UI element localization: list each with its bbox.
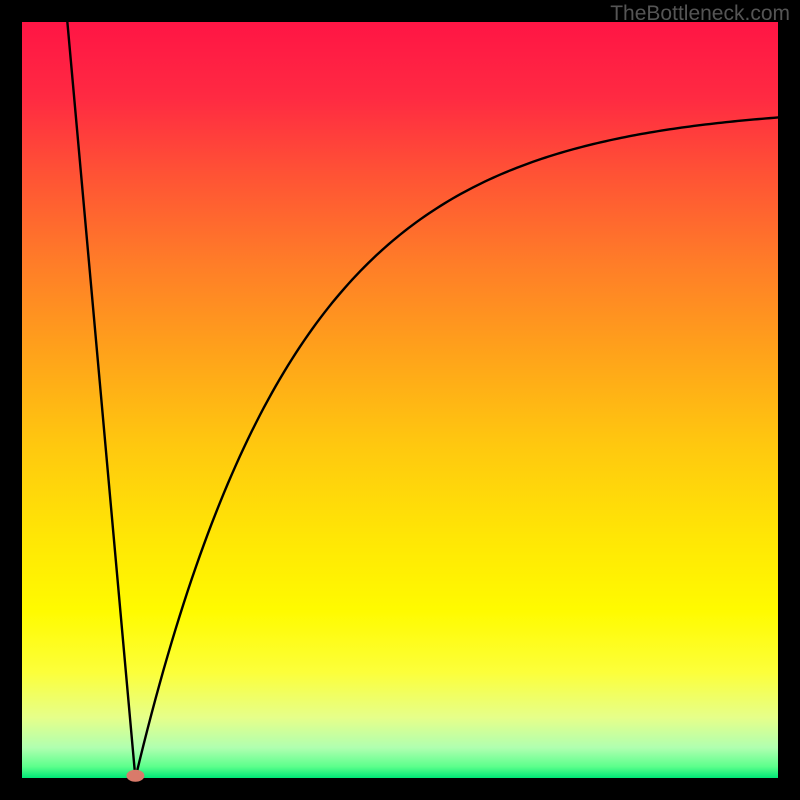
- optimal-marker: [126, 770, 144, 782]
- bottleneck-chart: [0, 0, 800, 800]
- chart-background: [22, 22, 778, 778]
- watermark-text: TheBottleneck.com: [610, 2, 790, 26]
